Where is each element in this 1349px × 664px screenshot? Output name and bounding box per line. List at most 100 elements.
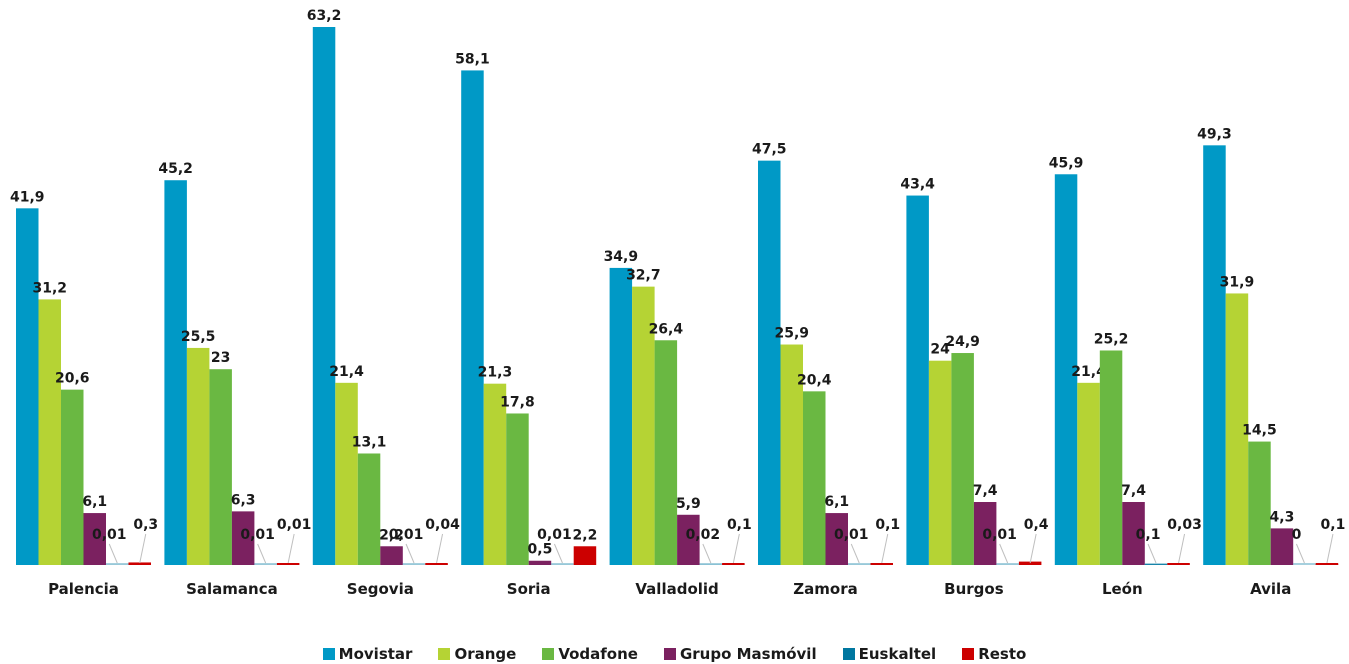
- leader-line-euskaltel-leon: [1147, 543, 1157, 564]
- bar-resto-soria: [573, 546, 597, 565]
- bar-stub-resto-avila: [1315, 563, 1339, 565]
- bar-stub-resto-zamora: [870, 563, 893, 565]
- legend-label-euskaltel: Euskaltel: [858, 645, 937, 663]
- data-label-vodafone-palencia: 20,6: [55, 371, 90, 387]
- bar-stub-euskaltel-zamora: [848, 563, 871, 565]
- data-label-euskaltel-leon: 0,1: [1136, 527, 1161, 543]
- data-label-euskaltel-burgos: 0,01: [982, 527, 1017, 543]
- bar-vodafone-leon: [1099, 350, 1123, 565]
- bar-grupo-masmovil-burgos: [973, 502, 997, 565]
- data-label-orange-avila: 31,9: [1220, 274, 1255, 290]
- leader-line-resto-palencia: [139, 533, 147, 564]
- leader-line-resto-zamora: [881, 533, 889, 564]
- x-tick-label-zamora: Zamora: [793, 580, 857, 598]
- data-label-orange-leon: 21,4: [1071, 364, 1106, 380]
- data-label-resto-avila: 0,1: [1321, 517, 1346, 533]
- leader-line-resto-segovia: [436, 533, 444, 564]
- x-tick-label-palencia: Palencia: [48, 580, 119, 598]
- bar-movistar-salamanca: [164, 180, 187, 565]
- data-label-movistar-zamora: 47,5: [752, 142, 787, 158]
- data-label-vodafone-soria: 17,8: [500, 394, 535, 410]
- leader-line-euskaltel-palencia: [108, 543, 118, 564]
- data-label-resto-leon: 0,03: [1167, 517, 1202, 533]
- data-label-movistar-palencia: 41,9: [10, 189, 45, 205]
- bar-stub-euskaltel-soria: [551, 563, 574, 565]
- data-label-orange-zamora: 25,9: [774, 326, 809, 342]
- data-label-movistar-leon: 45,9: [1049, 155, 1084, 171]
- legend-item-vodafone: Vodafone: [542, 646, 638, 662]
- bar-movistar-valladolid: [609, 267, 633, 565]
- bar-orange-avila: [1225, 293, 1249, 565]
- leader-line-euskaltel-valladolid: [702, 543, 712, 564]
- leader-line-resto-leon: [1178, 533, 1186, 564]
- legend-label-grupo-masmovil: Grupo Masmóvil: [679, 645, 817, 663]
- legend-item-resto: Resto: [962, 646, 1026, 662]
- leader-line-resto-avila: [1326, 533, 1334, 564]
- data-label-grupo-masmovil-burgos: 7,4: [973, 483, 998, 499]
- bar-stub-euskaltel-segovia: [402, 563, 426, 565]
- bar-chart: 41,9 31,2 20,6 6,1 0,01 0,3 Palencia 45,2 25,5 23…: [10, 8, 1346, 598]
- data-label-vodafone-zamora: 20,4: [797, 372, 832, 388]
- bar-movistar-leon: [1054, 174, 1078, 565]
- data-label-orange-palencia: 31,2: [32, 280, 67, 296]
- bar-vodafone-avila: [1248, 441, 1271, 565]
- data-label-movistar-salamanca: 45,2: [158, 161, 193, 177]
- leader-line-euskaltel-soria: [553, 543, 563, 564]
- bar-orange-salamanca: [186, 347, 210, 565]
- bar-stub-euskaltel-avila: [1293, 563, 1316, 565]
- bar-grupo-masmovil-soria: [528, 560, 552, 565]
- data-label-grupo-masmovil-leon: 7,4: [1121, 483, 1146, 499]
- bar-vodafone-salamanca: [209, 369, 232, 565]
- x-tick-label-avila: Avila: [1250, 580, 1291, 598]
- data-label-movistar-soria: 58,1: [455, 51, 490, 67]
- bar-movistar-segovia: [312, 27, 336, 565]
- data-label-grupo-masmovil-valladolid: 5,9: [676, 496, 701, 512]
- bar-stub-euskaltel-burgos: [996, 563, 1019, 565]
- data-label-grupo-masmovil-salamanca: 6,3: [231, 492, 256, 508]
- bar-stub-euskaltel-salamanca: [254, 563, 277, 565]
- bar-grupo-masmovil-leon: [1122, 502, 1145, 565]
- data-label-grupo-masmovil-zamora: 6,1: [824, 494, 849, 510]
- data-label-resto-zamora: 0,1: [875, 517, 900, 533]
- bar-orange-soria: [483, 383, 507, 565]
- data-label-resto-segovia: 0,04: [425, 517, 460, 533]
- bar-stub-resto-leon: [1167, 563, 1190, 565]
- legend: Movistar Orange Vodafone Grupo Masmóvil Eusk…: [0, 646, 1349, 662]
- legend-label-orange: Orange: [454, 645, 517, 663]
- data-label-movistar-segovia: 63,2: [307, 8, 342, 24]
- legend-item-orange: Orange: [438, 646, 516, 662]
- legend-item-movistar: Movistar: [322, 645, 413, 663]
- legend-swatch-vodafone: [542, 648, 555, 660]
- legend-label-movistar: Movistar: [338, 645, 413, 663]
- bar-stub-resto-segovia: [425, 563, 448, 565]
- bar-stub-euskaltel-palencia: [106, 563, 129, 565]
- bar-grupo-masmovil-valladolid: [677, 514, 700, 565]
- legend-swatch-movistar: [322, 648, 335, 660]
- data-label-euskaltel-zamora: 0,01: [834, 527, 869, 543]
- bar-orange-burgos: [928, 360, 952, 565]
- data-label-grupo-masmovil-palencia: 6,1: [82, 494, 107, 510]
- bar-grupo-masmovil-zamora: [825, 513, 848, 565]
- leader-line-resto-salamanca: [287, 533, 295, 564]
- data-label-vodafone-burgos: 24,9: [945, 334, 980, 350]
- legend-swatch-grupo-masmovil: [663, 648, 676, 660]
- bar-orange-palencia: [38, 299, 61, 565]
- data-label-orange-segovia: 21,4: [329, 364, 364, 380]
- bar-grupo-masmovil-palencia: [83, 513, 106, 565]
- bar-euskaltel-leon: [1144, 564, 1168, 565]
- data-label-vodafone-valladolid: 26,4: [649, 321, 684, 337]
- bar-stub-euskaltel-valladolid: [699, 563, 723, 565]
- x-tick-label-segovia: Segovia: [347, 580, 414, 598]
- data-label-resto-salamanca: 0,01: [277, 517, 312, 533]
- x-tick-label-soria: Soria: [507, 580, 551, 598]
- bar-grupo-masmovil-avila: [1270, 528, 1294, 565]
- data-label-euskaltel-salamanca: 0,01: [240, 527, 275, 543]
- bar-movistar-burgos: [906, 195, 929, 565]
- legend-swatch-euskaltel: [842, 648, 855, 660]
- bar-resto-burgos: [1018, 561, 1042, 565]
- legend-label-vodafone: Vodafone: [558, 645, 638, 663]
- data-label-grupo-masmovil-soria: 0,5: [528, 542, 553, 558]
- bar-resto-palencia: [128, 562, 151, 565]
- data-label-euskaltel-avila: 0: [1292, 527, 1302, 543]
